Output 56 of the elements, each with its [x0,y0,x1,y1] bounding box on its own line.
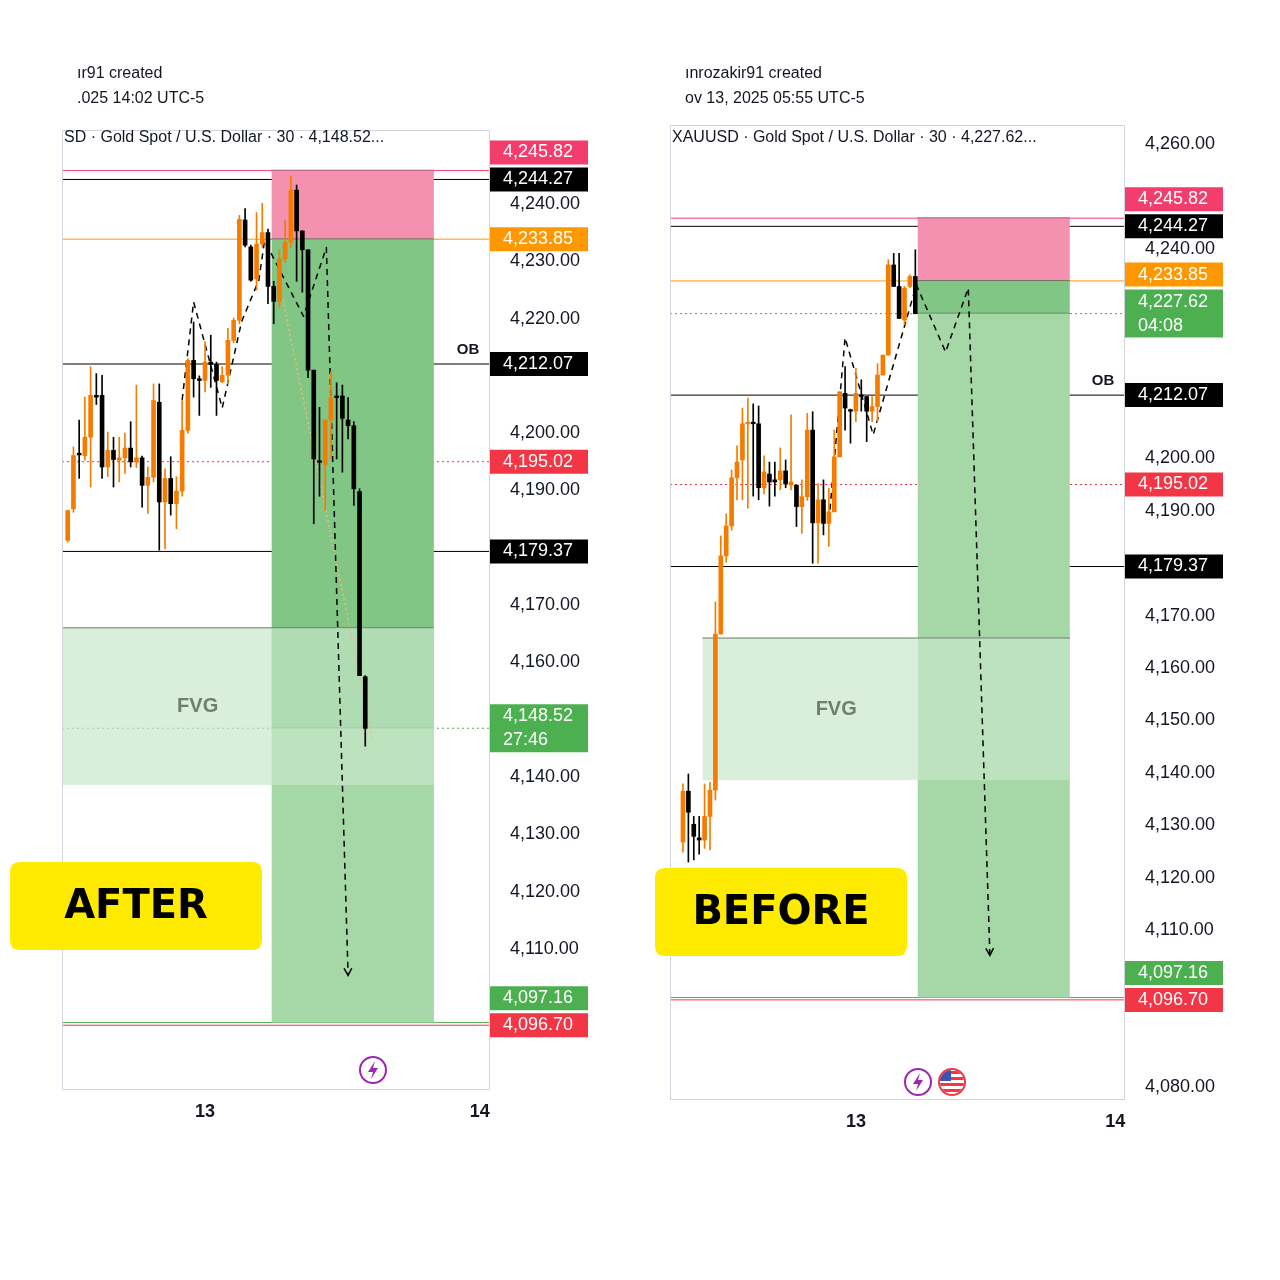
ref-line-label: 4,212.07 [503,352,574,373]
y-tick-label: 4,230.00 [510,250,581,271]
y-tick-label: 4,150.00 [1145,709,1216,730]
chart-subtitle: ınrozakir91 created ov 13, 2025 05:55 UTC-5 [685,64,865,107]
ref-line-label: 4,096.70 [503,1014,574,1035]
y-tick-label: 4,130.00 [1145,814,1216,835]
annotation: AFTER [64,881,208,928]
x-tick-label: 13 [845,1110,866,1131]
y-tick-label: 4,220.00 [510,307,581,328]
ref-line-label: 4,233.85 [1138,263,1209,284]
y-tick-label: 4,140.00 [1145,761,1216,782]
annotation: BEFORE [692,887,870,934]
ref-line-label: 4,096.70 [1138,988,1209,1009]
chart-title: SD · Gold Spot / U.S. Dollar · 30 · 4,148.52... [64,128,385,146]
ref-line-label: 4,179.37 [503,540,574,561]
ref-line-label: 4,148.52 27:46 [503,705,574,750]
y-tick-label: 4,240.00 [510,192,581,213]
chart-subtitle: ır91 created .025 14:02 UTC-5 [77,64,205,107]
y-tick-label: 4,240.00 [1145,237,1216,258]
chart-title: XAUUSD · Gold Spot / U.S. Dollar · 30 · 4,227.62... [672,128,1037,146]
ref-line-label: 4,195.02 [503,450,574,471]
y-tick-label: 4,120.00 [510,880,581,901]
y-tick-label: 4,160.00 [1145,657,1216,678]
y-tick-label: 4,080.00 [1145,1076,1216,1097]
annotation: OB [456,340,480,358]
ref-line-label: 4,195.02 [1138,473,1209,494]
y-tick-label: 4,120.00 [1145,866,1216,887]
y-tick-label: 4,190.00 [1145,499,1216,520]
y-tick-label: 4,260.00 [1145,132,1216,153]
ref-line-label: 4,245.82 [503,141,574,162]
y-tick-label: 4,130.00 [510,823,581,844]
y-tick-label: 4,170.00 [1145,604,1216,625]
ref-line-label: 4,244.27 [1138,215,1209,236]
annotation: OB [1091,371,1115,389]
ref-line-label: 4,233.85 [503,228,574,249]
y-tick-label: 4,190.00 [510,479,581,500]
y-tick-label: 4,200.00 [1145,447,1216,468]
x-tick-label: 13 [195,1100,216,1121]
candlestick [880,354,886,376]
ref-line-label: 4,212.07 [1138,384,1209,405]
ref-line-label: 4,245.82 [1138,188,1209,209]
y-tick-label: 4,200.00 [510,422,581,443]
y-tick-label: 4,110.00 [1145,919,1214,940]
text: FVG [815,696,857,719]
y-tick-label: 4,110.00 [510,937,579,958]
ref-line-label: 4,179.37 [1138,555,1209,576]
y-tick-label: 4,160.00 [510,651,581,672]
y-tick-label: 4,140.00 [510,766,581,787]
ref-line-label: 4,097.16 [503,987,574,1008]
x-tick-label: 14 [469,1100,490,1121]
x-tick-label: 14 [1105,1110,1126,1131]
y-tick-label: 4,170.00 [510,594,581,615]
ref-line-label: 4,244.27 [503,168,574,189]
ref-line-label: 4,227.62 04:08 [1138,290,1209,335]
ref-line-label: 4,097.16 [1138,961,1209,982]
text: FVG [177,694,219,717]
